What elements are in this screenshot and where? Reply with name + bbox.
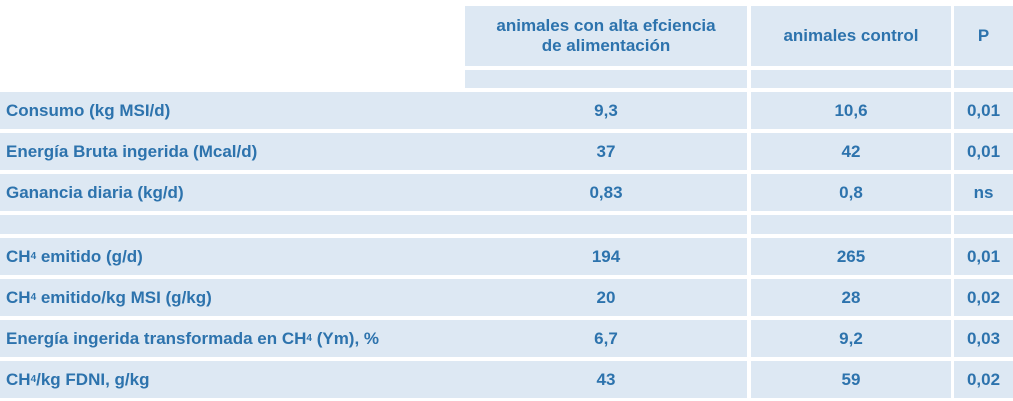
header-col-high-efficiency: animales con alta efciencia de alimentac… [465, 6, 747, 66]
table-row: CH 4 emitido/kg MSI (g/kg) 20 28 0,02 [0, 279, 1013, 316]
row-label: Energía Bruta ingerida (Mcal/d) [0, 133, 465, 170]
row-value-control: 9,2 [751, 320, 951, 357]
row-value-high-efficiency: 9,3 [465, 92, 747, 129]
row-value-control: 42 [751, 133, 951, 170]
row-value-p: 0,01 [954, 92, 1013, 129]
table-row: Ganancia diaria (kg/d) 0,83 0,8 ns [0, 174, 1013, 211]
row-value-p: 0,01 [954, 238, 1013, 275]
row-label-text: /kg FDNI, g/kg [36, 369, 150, 389]
header-col-high-efficiency-line1: animales con alta efciencia [496, 16, 716, 35]
row-value-high-efficiency: 6,7 [465, 320, 747, 357]
row-label: CH 4 emitido (g/d) [0, 238, 465, 275]
row-label: CH 4/kg FDNI, g/kg [0, 361, 465, 398]
table-row: Energía Bruta ingerida (Mcal/d) 37 42 0,… [0, 133, 1013, 170]
row-label: Ganancia diaria (kg/d) [0, 174, 465, 211]
header-spacer [0, 70, 1013, 88]
row-label-text: Energía ingerida transformada en CH [6, 328, 307, 348]
row-value-p: 0,02 [954, 361, 1013, 398]
row-value-high-efficiency: 20 [465, 279, 747, 316]
row-value-control: 265 [751, 238, 951, 275]
row-label-text: emitido (g/d) [36, 246, 143, 266]
header-empty-cell [0, 6, 465, 66]
group-spacer [0, 215, 1013, 234]
row-value-control: 10,6 [751, 92, 951, 129]
row-value-control: 0,8 [751, 174, 951, 211]
row-value-p: 0,03 [954, 320, 1013, 357]
row-value-high-efficiency: 0,83 [465, 174, 747, 211]
table-row: Energía ingerida transformada en CH 4 (Ym… [0, 320, 1013, 357]
row-label: CH 4 emitido/kg MSI (g/kg) [0, 279, 465, 316]
header-col-p: P [954, 6, 1013, 66]
header-col-control: animales control [751, 6, 951, 66]
header-col-high-efficiency-line2: de alimentación [541, 36, 671, 55]
row-label-text: CH [6, 287, 31, 307]
table-row: Consumo (kg MSI/d) 9,3 10,6 0,01 [0, 92, 1013, 129]
header-row: animales con alta efciencia de alimentac… [0, 6, 1013, 66]
table-row: CH 4 emitido (g/d) 194 265 0,01 [0, 238, 1013, 275]
row-label-text: emitido/kg MSI (g/kg) [36, 287, 212, 307]
table-row: CH 4/kg FDNI, g/kg 43 59 0,02 [0, 361, 1013, 398]
row-label-text: CH [6, 246, 31, 266]
row-value-high-efficiency: 43 [465, 361, 747, 398]
row-label: Consumo (kg MSI/d) [0, 92, 465, 129]
row-label-text: (Ym), % [311, 328, 380, 348]
row-value-high-efficiency: 194 [465, 238, 747, 275]
row-value-high-efficiency: 37 [465, 133, 747, 170]
row-value-p: ns [954, 174, 1013, 211]
row-value-control: 28 [751, 279, 951, 316]
row-value-control: 59 [751, 361, 951, 398]
row-label: Energía ingerida transformada en CH 4 (Ym… [0, 320, 465, 357]
row-label-text: CH [6, 369, 31, 389]
row-value-p: 0,02 [954, 279, 1013, 316]
row-value-p: 0,01 [954, 133, 1013, 170]
